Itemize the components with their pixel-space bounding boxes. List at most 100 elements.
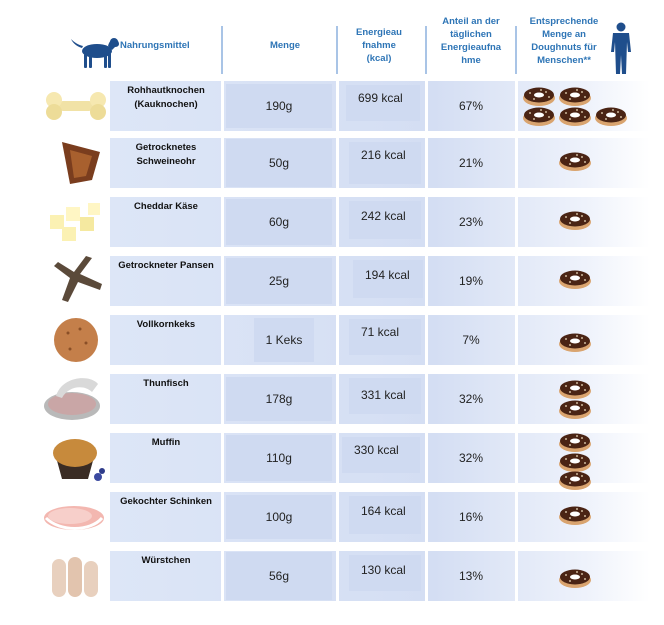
chocolate-donut-icon [522,85,556,112]
energy-box [353,260,423,298]
header-share: Anteil an der täglichen Energieaufna hme [440,16,502,66]
row-divider [336,551,339,601]
chocolate-donut-icon [558,469,592,496]
dog-silhouette-icon [70,34,120,70]
amount-value: 50g [268,156,290,170]
row-divider [515,315,518,365]
chocolate-donut-icon [558,268,592,295]
row-divider [336,374,339,424]
row-divider [336,492,339,542]
amount-box [226,435,332,481]
chocolate-donut-icon [558,209,592,236]
row-divider [425,197,428,247]
food-name: Muffin [151,437,181,448]
row-divider [221,197,224,247]
row-divider [515,492,518,542]
row-divider [336,197,339,247]
energy-box [349,555,421,591]
row-divider [425,81,428,131]
food-name: Rohhautknochen (Kauknochen) [127,85,205,110]
chocolate-donut-icon [558,105,592,132]
share-value: 13% [458,569,484,583]
energy-value: 164 kcal [361,504,406,518]
row-divider [515,81,518,131]
row-divider [515,197,518,247]
chocolate-donut-icon [558,150,592,177]
row-divider [425,433,428,483]
person-silhouette-icon [610,22,632,76]
energy-value: 331 kcal [361,388,406,402]
row-divider [221,256,224,306]
row-divider [221,315,224,365]
energy-value: 71 kcal [361,325,400,339]
tuna-can-icon [40,374,108,424]
row-divider [515,551,518,601]
amount-value: 190g [265,99,293,113]
share-value: 19% [458,274,484,288]
table-row: Thunfisch 178g 331 kcal 32% [0,374,664,432]
header-divider [221,26,223,74]
table-row: Würstchen 56g 130 kcal 13% [0,551,664,609]
amount-value: 60g [268,215,290,229]
biscuit-icon [40,315,108,365]
share-value: 32% [458,451,484,465]
ham-slices-icon [40,492,108,542]
row-divider [425,256,428,306]
energy-box [349,201,421,239]
row-divider [425,551,428,601]
row-divider [515,138,518,188]
header-amount: Menge [269,39,301,51]
pig-ear-icon [40,138,108,188]
rawhide-bone-icon [40,81,108,131]
table-row: Cheddar Käse 60g 242 kcal 23% [0,197,664,255]
energy-value: 699 kcal [358,91,403,105]
row-divider [221,492,224,542]
share-value: 21% [458,156,484,170]
food-name: Würstchen [141,555,191,566]
row-divider [515,256,518,306]
food-name: Thunfisch [143,378,189,389]
food-name: Getrocknetes Schweineohr [135,142,197,167]
chocolate-donut-icon [522,105,556,132]
row-divider [515,374,518,424]
amount-box [226,377,332,421]
row-divider [336,315,339,365]
header-divider [515,26,517,74]
energy-value: 216 kcal [361,148,406,162]
chocolate-donut-icon [558,398,592,425]
share-value: 23% [458,215,484,229]
amount-box [226,495,332,539]
row-divider [336,256,339,306]
table-row: Vollkornkeks 1 Keks 71 kcal 7% [0,315,664,373]
amount-value: 178g [265,392,293,406]
header-divider [425,26,427,74]
row-divider [221,374,224,424]
amount-value: 110g [266,451,292,465]
row-divider [425,492,428,542]
amount-value: 25g [268,274,290,288]
header-name: Nahrungsmittel [120,39,190,51]
sausages-icon [40,551,108,601]
energy-box [349,496,421,534]
header-divider [336,26,338,74]
table-row: Gekochter Schinken 100g 164 kcal 16% [0,492,664,550]
row-divider [221,551,224,601]
food-name: Vollkornkeks [136,319,196,330]
row-divider [336,138,339,188]
amount-box [226,199,332,245]
amount-box [226,139,332,187]
row-divider [336,81,339,131]
table-row: Getrockneter Pansen 25g 194 kcal 19% [0,256,664,314]
dried-tripe-icon [40,256,108,306]
energy-box [349,142,421,184]
table-row: Muffin 110g 330 kcal 32% [0,433,664,491]
header-energy: Energieau fnahme (kcal) [356,26,402,64]
table-row: Rohhautknochen (Kauknochen) 190g 699 kcal 6… [0,81,664,139]
energy-value: 130 kcal [361,563,406,577]
share-value: 7% [462,333,480,347]
food-name: Gekochter Schinken [120,496,212,507]
food-name: Getrockneter Pansen [118,260,214,271]
muffin-icon [40,433,108,483]
amount-value: 100g [265,510,293,524]
